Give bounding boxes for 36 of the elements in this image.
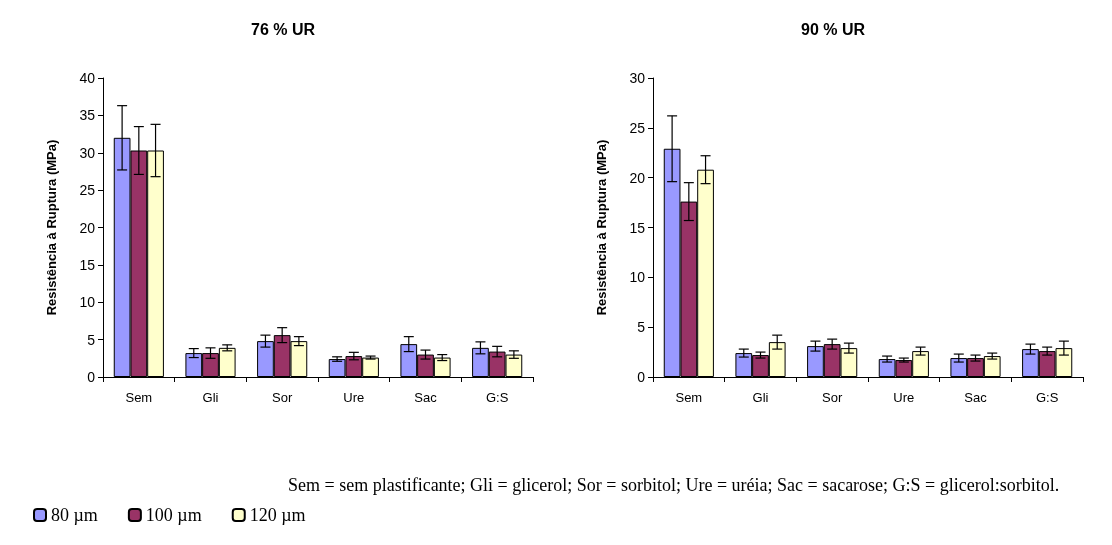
x-tick-label: Sor [822,390,843,405]
y-tick-label: 10 [629,269,646,286]
chart-title: 76 % UR [250,20,316,38]
y-axis-title: Resistência à Ruptura (MPa) [594,139,609,316]
legend-label: 120 µm [249,505,306,525]
x-tick-label: Sem [125,390,153,405]
x-tick-label: Ure [893,390,915,405]
y-tick-label: 35 [79,107,96,124]
y-tick-label: 25 [79,182,96,199]
x-tick-label: G:S [1035,390,1059,405]
x-tick-label: Ure [343,390,365,405]
x-tick-label: G:S [485,390,509,405]
y-axis-title: Resistência à Ruptura (MPa) [44,139,59,316]
x-tick-label: Gli [202,390,219,405]
y-tick-label: 5 [87,331,96,348]
y-tick-label: 5 [637,319,646,336]
y-tick-label: 15 [79,256,96,273]
y-tick-label: 30 [629,70,646,86]
y-tick-label: 0 [637,369,646,385]
chart-title: 90 % UR [800,20,866,38]
x-tick-label: Gli [752,390,769,405]
y-tick-label: 10 [79,294,96,311]
y-tick-label: 25 [629,119,646,136]
legend-label: 100 µm [145,505,202,525]
x-tick-label: Sac [964,390,988,405]
y-tick-label: 40 [79,70,96,86]
text: Sem = sem plastificante; Gli = glicerol; Sor = sorbitol; Ure = uréia; Sac = sacarose; G:S = glicerol:sorbitol. [288,474,1061,496]
x-tick-label: Sac [414,390,438,405]
y-tick-label: 20 [629,169,646,186]
x-tick-label: Sor [272,390,293,405]
y-tick-label: 0 [87,369,96,385]
y-tick-label: 15 [629,219,646,236]
y-tick-label: 30 [79,144,96,161]
y-tick-label: 20 [79,219,96,236]
legend-label: 80 µm [51,505,98,525]
x-tick-label: Sem [675,390,703,405]
